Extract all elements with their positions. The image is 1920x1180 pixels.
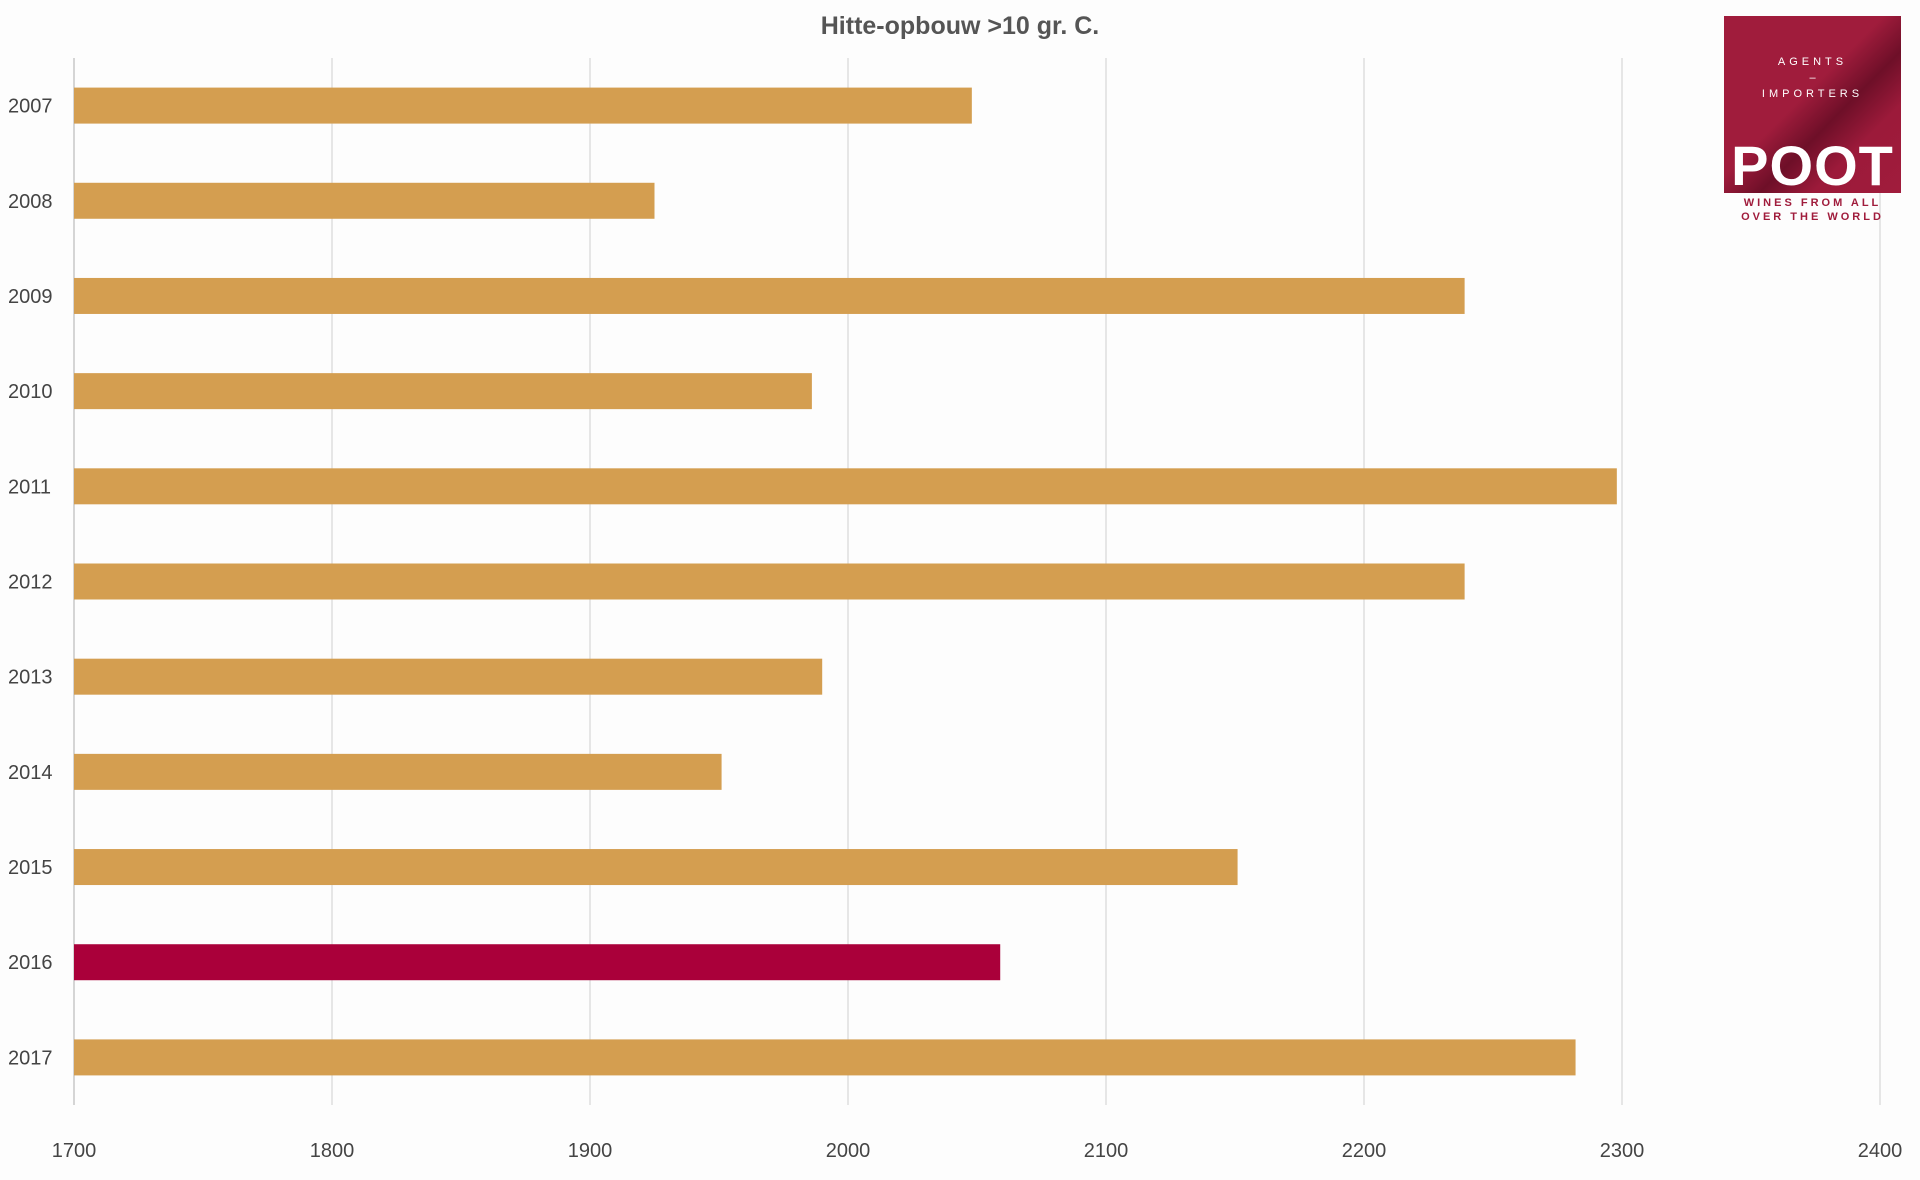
y-tick-label-2009: 2009 — [8, 286, 53, 308]
y-tick-label-2016: 2016 — [8, 952, 53, 974]
x-tick-label-1900: 1900 — [568, 1140, 613, 1162]
logo-tagline-line1: WINES FROM ALL — [1743, 197, 1882, 209]
y-tick-label-2010: 2010 — [8, 381, 53, 403]
bar-2011 — [74, 468, 1617, 505]
bar-2016 — [74, 944, 1001, 981]
bar-2012 — [74, 563, 1465, 600]
bar-2009 — [74, 277, 1465, 314]
poot-logo: AGENTS – IMPORTERS POOT — [1724, 16, 1901, 193]
logo-name: POOT — [1731, 134, 1894, 194]
bars — [74, 87, 1617, 1076]
bar-2008 — [74, 182, 655, 219]
chart-title: Hitte-opbouw >10 gr. C. — [821, 12, 1100, 40]
y-tick-label-2008: 2008 — [8, 191, 53, 213]
bar-2013 — [74, 658, 823, 695]
bar-2015 — [74, 849, 1238, 886]
y-axis-labels: 2007 2008 2009 2010 2011 2012 2013 2014 2015 2016… — [8, 96, 53, 1070]
x-tick-label-2200: 2200 — [1342, 1140, 1387, 1162]
bar-2017 — [74, 1039, 1576, 1076]
x-tick-label-2000: 2000 — [826, 1140, 871, 1162]
x-axis-labels: 1700 1800 1900 2000 2100 2200 2300 2400 — [52, 1140, 1903, 1162]
y-tick-label-2011: 2011 — [8, 476, 51, 498]
x-tick-label-1800: 1800 — [310, 1140, 355, 1162]
x-tick-label-1700: 1700 — [52, 1140, 97, 1162]
logo-line-agents: AGENTS — [1777, 56, 1848, 68]
bar-2014 — [74, 753, 722, 790]
x-tick-label-2100: 2100 — [1084, 1140, 1129, 1162]
logo-tagline: WINES FROM ALL OVER THE WORLD — [1724, 196, 1901, 224]
y-tick-label-2007: 2007 — [8, 96, 53, 118]
y-tick-label-2015: 2015 — [8, 857, 53, 879]
bar-2007 — [74, 87, 972, 124]
y-tick-label-2013: 2013 — [8, 667, 53, 689]
x-tick-label-2400: 2400 — [1858, 1140, 1903, 1162]
logo-tagline-line2: OVER THE WORLD — [1741, 211, 1884, 223]
x-tick-label-2300: 2300 — [1600, 1140, 1645, 1162]
bar-2010 — [74, 373, 812, 410]
logo-line-dash: – — [1809, 72, 1816, 84]
y-tick-label-2017: 2017 — [8, 1047, 53, 1069]
y-tick-label-2012: 2012 — [8, 572, 53, 594]
logo-line-importers: IMPORTERS — [1761, 88, 1864, 100]
y-tick-label-2014: 2014 — [8, 762, 53, 784]
